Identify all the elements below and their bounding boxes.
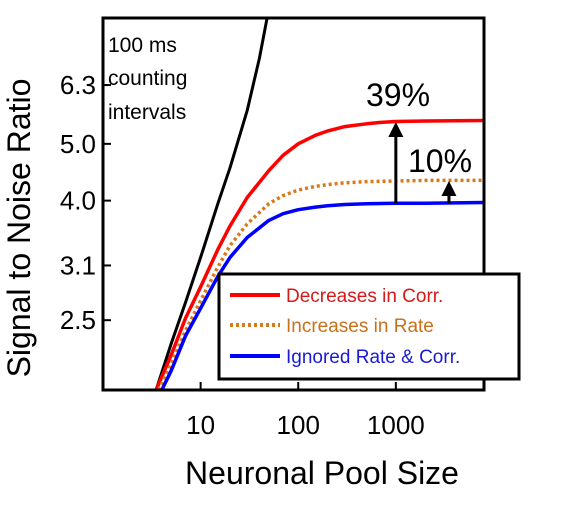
series-decreases-corr [154, 118, 484, 390]
legend-label-decreases-corr: Decreases in Corr. [286, 286, 443, 307]
legend: Decreases in Corr. Increases in Rate Ign… [217, 272, 521, 381]
series-ignored [160, 200, 484, 390]
annotation-interval-line2: counting [108, 67, 187, 90]
y-tick-label: 5.0 [60, 129, 96, 159]
x-tick-label: 100 [277, 410, 320, 440]
x-tick-label: 10 [186, 410, 215, 440]
annotation-interval-line3: intervals [108, 101, 186, 124]
annotation-39-percent: 39% [366, 77, 430, 113]
x-axis-label: Neuronal Pool Size [185, 455, 459, 491]
plot-frame [101, 16, 486, 392]
y-tick-label: 3.1 [60, 250, 96, 280]
legend-label-increases-rate: Increases in Rate [286, 316, 434, 337]
annotation-10-percent: 10% [408, 143, 472, 179]
y-axis-label: Signal to Noise Ratio [1, 79, 37, 378]
y-tick-label: 4.0 [60, 186, 96, 216]
annotation-interval-line1: 100 ms [108, 34, 177, 57]
series-increases-rate [156, 178, 484, 390]
x-tick-label: 1000 [367, 410, 425, 440]
series-black-counting [154, 18, 269, 390]
y-tick-label: 2.5 [60, 305, 96, 335]
y-tick-label: 6.3 [60, 70, 96, 100]
legend-label-ignored: Ignored Rate & Corr. [286, 347, 460, 368]
